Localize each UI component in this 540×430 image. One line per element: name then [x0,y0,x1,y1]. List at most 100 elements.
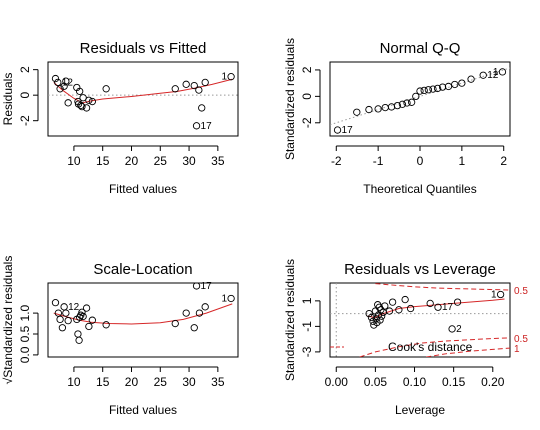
scale-location-data-point [56,315,64,324]
residuals-vs-leverage-data-point [395,306,403,314]
residuals-vs-leverage-data-point [378,312,386,320]
scale-location-y-tick-label: 1.0 [18,304,32,321]
residuals-vs-fitted-y-tick-label: 2 [18,66,32,73]
residuals-vs-leverage-data-point [376,316,384,324]
scale-location-x-tick-label: 10 [67,375,81,389]
normal-qq-data-point [420,86,428,95]
residuals-vs-fitted-data-point [102,85,110,93]
scale-location-point-label: 12 [68,302,80,313]
normal-qq-data-point [407,98,416,106]
scale-location-y-axis-label: √Standardized residuals [1,256,15,385]
residuals-vs-leverage-panel: Residuals vs Leverage 0.00 0.05 0.10 0.15 0.2… [283,259,528,417]
residuals-vs-fitted-data-point [60,82,68,90]
residuals-vs-leverage-x-tick-label: 0.10 [403,375,427,389]
residuals-vs-leverage-data-point [448,325,456,333]
residuals-vs-fitted-x-tick-label: 15 [96,154,110,168]
residuals-vs-fitted-plot-frame [47,61,239,137]
normal-qq-x-tick-label: 1 [459,154,466,168]
residuals-vs-leverage-data-point [406,304,415,313]
residuals-vs-leverage-data-point [388,298,397,306]
normal-qq-data-point [393,101,402,110]
residuals-vs-fitted-x-tick-label: 25 [154,154,168,168]
residuals-vs-fitted-data-point [64,99,72,107]
residuals-vs-leverage-y-tick-label: -1 [300,321,314,332]
normal-qq-point-label: 17 [342,125,354,136]
normal-qq-data-point [479,71,487,79]
residuals-vs-leverage-data-point [453,298,462,306]
scale-location-data-point [182,309,190,317]
residuals-vs-leverage-data-point [426,299,434,308]
residuals-vs-fitted-data-point [190,81,198,90]
normal-qq-data-point [429,85,437,93]
scale-location-x-tick-label: 35 [211,375,225,389]
normal-qq-data-point [451,80,459,89]
scale-location-y-tick-label: 0.5 [18,325,32,342]
residuals-vs-leverage-title: Residuals vs Leverage [344,261,496,278]
scale-location-data-point [62,309,70,317]
residuals-vs-fitted-x-tick-label: 10 [67,154,81,168]
scale-location-data-point [64,316,72,325]
normal-qq-data-point [458,79,466,87]
residuals-vs-leverage-data-point [496,290,505,299]
scale-location-x-axis-label: Fitted values [109,403,177,417]
normal-qq-data-point [467,75,475,83]
normal-qq-x-tick-label: -1 [373,154,384,168]
residuals-vs-leverage-point-label: 2 [456,324,462,335]
normal-qq-data-point [353,108,361,116]
normal-qq-data-point [365,105,373,114]
scale-location-panel: Scale-Location 10 15 20 25 30 35 0.0 0.5 1.0 Fitte… [1,256,239,417]
residuals-vs-fitted-data-point [182,80,190,88]
normal-qq-data-point [398,100,407,108]
scale-location-data-point [75,336,83,344]
scale-location-data-point [54,309,63,317]
residuals-vs-fitted-data-point [82,104,91,112]
scale-location-data-point [171,319,179,328]
scale-location-data-point [192,283,201,290]
normal-qq-point-label: 12 [487,70,499,81]
residuals-vs-leverage-data-point [367,313,376,322]
residuals-vs-fitted-data-point [85,96,93,104]
scale-location-x-tick-label: 25 [154,375,168,389]
scale-location-data-point [74,330,82,338]
normal-qq-data-point [433,84,442,93]
normal-qq-x-axis-label: Theoretical Quantiles [363,182,476,196]
residuals-vs-fitted-data-point [201,78,209,87]
residuals-vs-fitted-point-label: 12 [62,77,74,88]
residuals-vs-fitted-panel: Residuals vs Fitted 10 15 20 25 30 35 -2 0 2 Fitte… [1,40,239,196]
normal-qq-data-point [444,82,453,91]
scale-location-point-label: 17 [201,281,213,292]
normal-qq-y-tick-label: 0 [300,93,314,100]
residuals-vs-fitted-point-label: 17 [201,121,213,132]
normal-qq-plot-frame [329,61,511,137]
residuals-vs-leverage-x-axis-label: Leverage [395,403,445,417]
scale-location-data-point [195,309,204,317]
cooks-distance-contour [426,347,510,357]
residuals-vs-fitted-smoother-line [53,78,233,104]
residuals-vs-fitted-x-tick-label: 35 [211,154,225,168]
normal-qq-data-point [403,99,411,107]
residuals-vs-fitted-y-axis-label: Residuals [1,73,15,126]
cooks-distance-level-label: 1 [514,344,520,355]
scale-location-data-point [190,324,198,332]
scale-location-data-point [82,304,91,312]
scale-location-data-point [88,316,96,324]
normal-qq-x-tick-label: 2 [500,154,507,168]
normal-qq-data-point [438,83,447,91]
normal-qq-reference-line [330,67,510,126]
scale-location-data-point [79,312,87,321]
residuals-vs-leverage-y-tick-label: -3 [300,346,314,357]
scale-location-y-tick-label: 0.0 [18,346,32,363]
residuals-vs-fitted-data-point [62,77,70,85]
residuals-vs-fitted-x-tick-label: 30 [182,154,196,168]
normal-qq-data-point [416,87,424,95]
residuals-vs-fitted-data-point [195,86,203,94]
scale-location-data-point [201,303,209,311]
residuals-vs-leverage-x-tick-label: 0.05 [364,375,388,389]
residuals-vs-fitted-title: Residuals vs Fitted [80,40,207,57]
residuals-vs-fitted-y-tick-label: 0 [18,92,32,99]
cooks-distance-legend-label: Cook's distance [388,340,473,354]
normal-qq-y-axis-label: Standardized residuals [283,38,297,160]
residuals-vs-leverage-data-point [365,309,373,318]
residuals-vs-fitted-data-point [198,104,206,112]
